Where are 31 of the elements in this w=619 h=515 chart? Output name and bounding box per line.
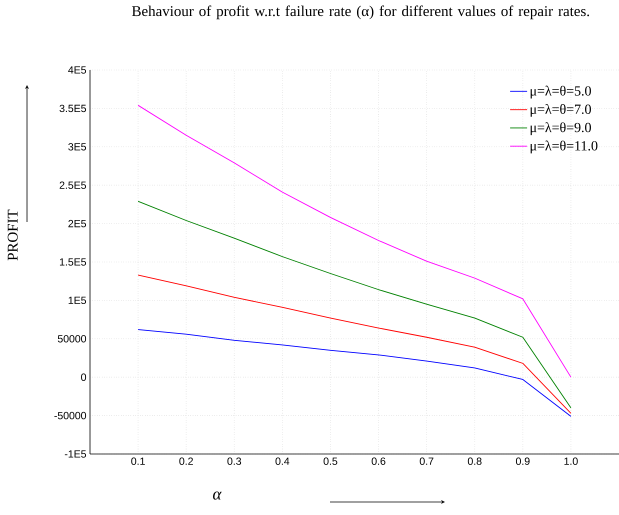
x-tick-label: 0.5 bbox=[324, 458, 338, 465]
y-axis-title: PROFIT bbox=[8, 210, 18, 260]
legend-label: μ=λ=θ=5.0 bbox=[530, 86, 591, 98]
legend-label: μ=λ=θ=9.0 bbox=[530, 122, 591, 136]
x-tick-label: 0.7 bbox=[420, 458, 434, 465]
y-tick-label: 3E5 bbox=[68, 143, 86, 150]
y-tick-label: 0 bbox=[81, 373, 86, 381]
y-tick-label: -50000 bbox=[54, 412, 86, 420]
x-tick-label: 0.9 bbox=[516, 458, 530, 465]
y-tick-label: 1.5E5 bbox=[60, 258, 86, 266]
y-tick-label: 3.5E5 bbox=[60, 104, 86, 112]
legend-label: μ=λ=θ=11.0 bbox=[530, 140, 598, 154]
y-tick-label: 2E5 bbox=[68, 220, 86, 228]
line-series bbox=[138, 329, 572, 417]
y-tick-label: 4E5 bbox=[68, 66, 86, 74]
x-tick-label: 0.3 bbox=[227, 458, 242, 465]
y-tick-label: -1E5 bbox=[64, 450, 86, 458]
x-tick-label: 0.2 bbox=[179, 458, 193, 465]
x-tick-label: 0.1 bbox=[131, 458, 145, 465]
y-tick-label: 50000 bbox=[58, 335, 86, 342]
line-series bbox=[138, 200, 572, 408]
x-tick-label: 0.4 bbox=[276, 458, 290, 465]
x-tick-label: 0.6 bbox=[372, 458, 386, 465]
chart-title: Behaviour of profit w.r.t failure rate (α) for different values of repair rates. bbox=[132, 6, 590, 20]
y-tick-label: 1E5 bbox=[68, 296, 86, 304]
x-axis-title: α bbox=[213, 492, 222, 500]
legend-label: μ=λ=θ=7.0 bbox=[530, 104, 591, 117]
line-series bbox=[138, 274, 572, 414]
y-tick-label: 2.5E5 bbox=[60, 181, 86, 189]
x-tick-label: 1.0 bbox=[564, 458, 578, 465]
x-tick-label: 0.8 bbox=[468, 458, 482, 465]
